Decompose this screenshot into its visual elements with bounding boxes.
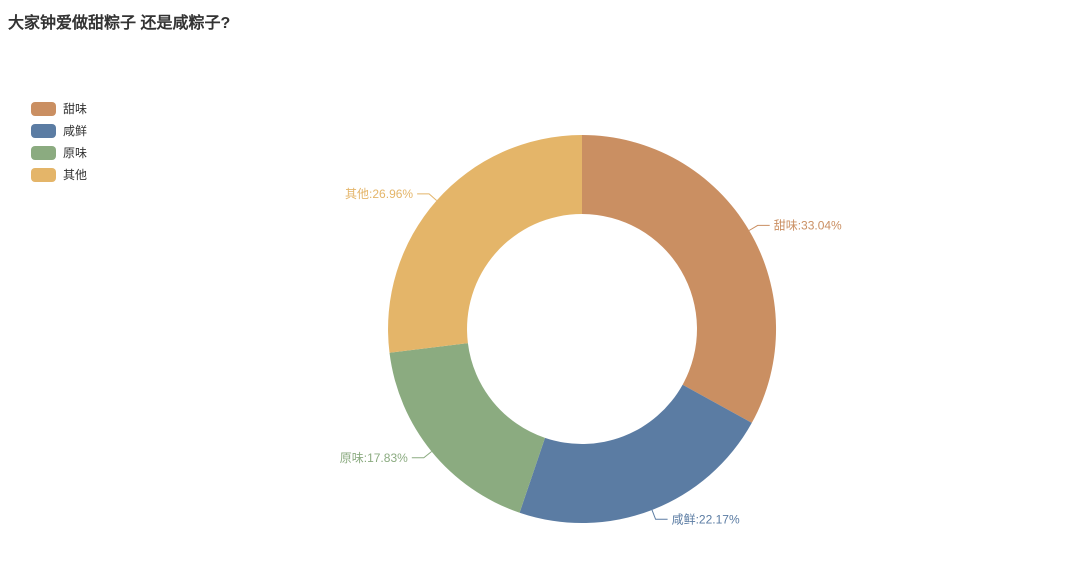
legend-item-other[interactable]: 其他 [31, 168, 87, 182]
legend-item-sweet[interactable]: 甜味 [31, 102, 87, 116]
legend-item-salty[interactable]: 咸鲜 [31, 124, 87, 138]
chart-title: 大家钟爱做甜粽子 还是咸粽子? [8, 15, 231, 32]
donut-slice-其他[interactable] [388, 135, 582, 353]
legend-label-plain: 原味 [63, 146, 88, 160]
legend-marker-plain [31, 146, 56, 160]
label-line-其他 [417, 193, 437, 201]
slice-label-咸鲜: 咸鲜:22.17% [672, 513, 740, 527]
legend-label-other: 其他 [63, 168, 88, 182]
label-line-原味 [411, 451, 432, 459]
slice-label-其他: 其他:26.96% [345, 187, 413, 201]
label-line-甜味 [748, 224, 770, 231]
donut-slice-咸鲜[interactable] [519, 384, 752, 524]
slice-label-原味: 原味:17.83% [340, 451, 408, 465]
donut-slice-甜味[interactable] [582, 135, 777, 423]
donut-slice-原味[interactable] [389, 343, 546, 513]
legend-item-plain[interactable]: 原味 [31, 146, 87, 160]
legend-label-salty: 咸鲜 [63, 124, 88, 138]
slice-label-甜味: 甜味:33.04% [774, 219, 842, 233]
label-line-咸鲜 [651, 509, 668, 520]
legend-marker-salty [31, 124, 56, 138]
legend-label-sweet: 甜味 [63, 102, 88, 116]
legend-marker-sweet [31, 102, 56, 116]
legend-marker-other [31, 168, 56, 182]
legend: 甜味 咸鲜 原味 其他 [31, 102, 87, 182]
